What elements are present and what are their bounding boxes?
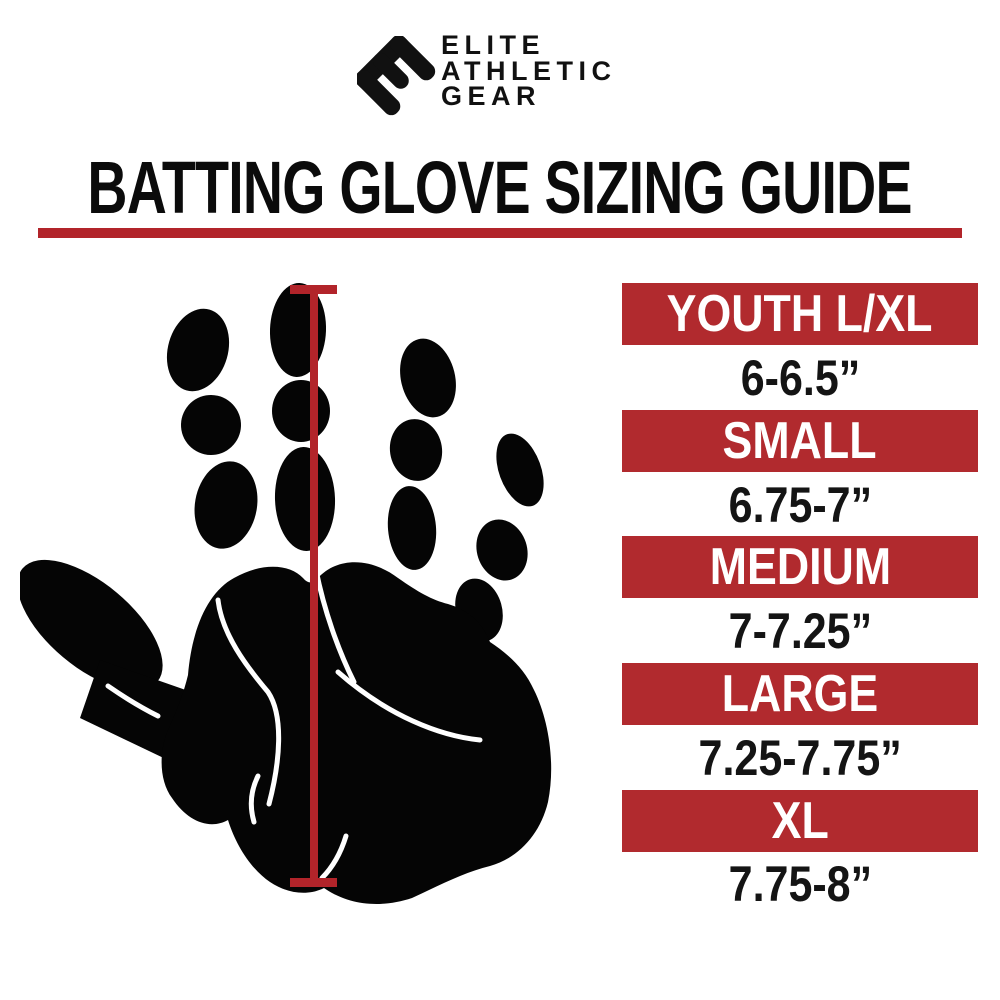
size-header-medium: MEDIUM <box>622 536 978 598</box>
size-header-large: LARGE <box>622 663 978 725</box>
size-header-xl: XL <box>622 790 978 852</box>
palm-creases <box>105 567 483 881</box>
measurement-line <box>290 285 337 887</box>
title-underline <box>38 228 962 238</box>
size-range-value: 6.75-7” <box>728 477 872 533</box>
size-label: LARGE <box>721 665 879 723</box>
size-header-youth: YOUTH L/XL <box>622 283 978 345</box>
size-label: SMALL <box>722 412 878 470</box>
size-range-youth: 6-6.5” <box>622 346 978 410</box>
hand-silhouette <box>20 283 552 904</box>
size-range-small: 6.75-7” <box>622 473 978 537</box>
size-range-medium: 7-7.25” <box>622 599 978 663</box>
size-label: MEDIUM <box>709 538 891 596</box>
brand-mark-icon <box>357 36 436 116</box>
palm <box>161 562 552 904</box>
index-finger <box>166 308 258 549</box>
brand-name: ELITE ATHLETIC GEAR <box>441 30 617 111</box>
size-header-small: SMALL <box>622 410 978 472</box>
measurement-line-top-cap <box>290 285 337 294</box>
hand-illustration <box>20 283 552 904</box>
size-range-value: 7-7.25” <box>728 603 872 659</box>
size-range-value: 6-6.5” <box>740 350 860 406</box>
size-range-value: 7.25-7.75” <box>698 730 902 786</box>
size-range-value: 7.75-8” <box>728 856 872 912</box>
brand-name-line2: ATHLETIC <box>441 55 617 86</box>
size-label: XL <box>771 792 829 850</box>
measurement-line-stem <box>310 285 318 887</box>
page-title: BATTING GLOVE SIZING GUIDE <box>87 145 913 229</box>
brand-name-line1: ELITE <box>441 30 546 60</box>
measurement-line-bottom-cap <box>290 878 337 887</box>
size-range-large: 7.25-7.75” <box>622 726 978 790</box>
middle-finger <box>269 283 336 551</box>
ring-finger <box>387 338 456 570</box>
size-label: YOUTH L/XL <box>667 285 933 343</box>
size-range-xl: 7.75-8” <box>622 852 978 916</box>
page-title-wrap: BATTING GLOVE SIZING GUIDE <box>38 146 962 229</box>
brand-name-line3: GEAR <box>441 81 542 111</box>
